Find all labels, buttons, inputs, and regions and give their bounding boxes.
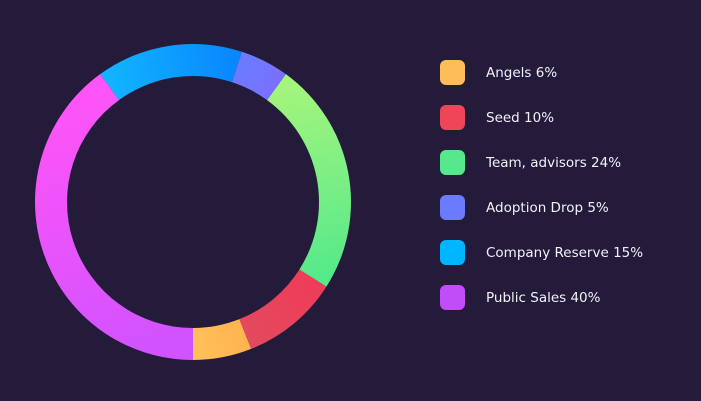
legend-label: Angels 6% [486, 64, 558, 81]
legend-swatch [440, 285, 465, 310]
donut-chart [35, 44, 351, 360]
donut-slice-team-advisors [267, 74, 351, 287]
donut-slice-company-reserve [100, 44, 242, 101]
legend-swatch [440, 150, 465, 175]
chart-legend: Angels 6% Seed 10% Team, advisors 24% Adopt… [440, 50, 643, 320]
legend-swatch [440, 195, 465, 220]
legend-item: Team, advisors 24% [440, 140, 643, 185]
legend-item: Public Sales 40% [440, 275, 643, 320]
legend-swatch [440, 60, 465, 85]
legend-swatch [440, 240, 465, 265]
donut-slice-adoption-drop [231, 51, 286, 101]
donut-slice-seed [239, 269, 327, 349]
legend-item: Company Reserve 15% [440, 230, 643, 275]
legend-label: Team, advisors 24% [486, 154, 622, 171]
donut-slice-public-sales [35, 74, 193, 360]
legend-label: Seed 10% [486, 109, 555, 126]
legend-item: Adoption Drop 5% [440, 185, 643, 230]
donut-slice-angels [193, 319, 252, 360]
legend-swatch [440, 105, 465, 130]
legend-label: Public Sales 40% [486, 289, 601, 306]
legend-item: Seed 10% [440, 95, 643, 140]
legend-item: Angels 6% [440, 50, 643, 95]
legend-label: Company Reserve 15% [486, 244, 644, 261]
legend-label: Adoption Drop 5% [486, 199, 609, 216]
